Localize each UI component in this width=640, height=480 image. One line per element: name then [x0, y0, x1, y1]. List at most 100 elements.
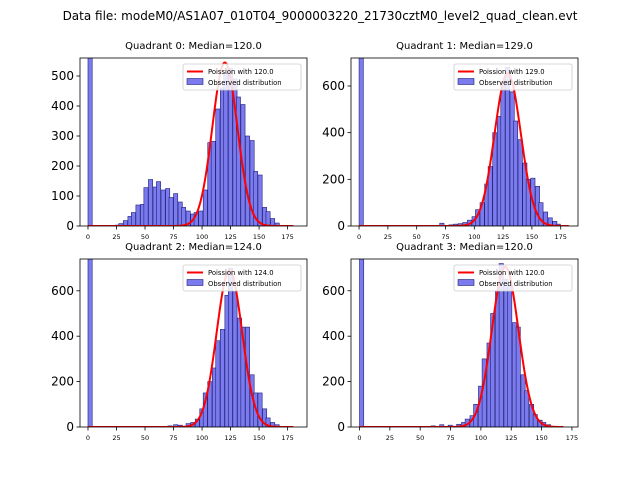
- panel-3-xtick-label-6: 150: [535, 434, 547, 442]
- panel-1-bar-17: [513, 120, 519, 226]
- panel-0-bar-0: [87, 58, 93, 226]
- panel-3-bar-0: [359, 259, 365, 427]
- panel-3-xtick-label-4: 100: [475, 434, 487, 442]
- panel-0-ytick-label-4: 400: [51, 99, 74, 113]
- panel-1-xtick-label-0: 0: [357, 233, 361, 241]
- panel-0-ytick-label-5: 500: [51, 69, 74, 83]
- panel-0-legend-box: [182, 63, 302, 91]
- panel-0-xtick-label-3: 75: [169, 233, 177, 241]
- panel-0-bar-37: [265, 211, 271, 226]
- panel-1-legend-bar-label: Observed distribution: [479, 79, 553, 87]
- panel-0-bar-14: [168, 197, 174, 226]
- panel-0-bar-2: [118, 223, 124, 226]
- panel-1-bar-18: [517, 139, 523, 226]
- panel-3-ytick-label-0: 0: [337, 420, 345, 434]
- panel-1-xtick-label-3: 75: [441, 233, 449, 241]
- panel-2-poisson-line: [87, 269, 294, 427]
- panel-2-bar-2: [173, 424, 179, 427]
- panel-0-bar-21: [198, 210, 204, 226]
- panel-2-xtick-label-0: 0: [86, 434, 90, 442]
- panel-3-xtick-label-0: 0: [357, 434, 361, 442]
- panel-1-poisson-line: [359, 72, 569, 226]
- panel-2-frame: [79, 258, 308, 428]
- panel-3: Quadrant 3: Median=120.0 0 25 50 75 100 125 150…: [322, 242, 579, 442]
- panel-1-legend-box: [453, 63, 573, 91]
- panel-1-legend-bar-swatch: [457, 78, 475, 85]
- panel-1-bar-14: [500, 81, 506, 226]
- panel-2: Quadrant 2: Median=124.0 0 25 50 75 100 125 150…: [51, 242, 308, 442]
- panel-1-frame: [350, 57, 579, 227]
- panel-0-xtick-label-6: 150: [253, 233, 265, 241]
- panel-2-ytick-label-3: 600: [51, 284, 74, 298]
- panel-0-xtick-label-5: 125: [224, 233, 236, 241]
- panel-1-bar-24: [543, 211, 548, 226]
- panel-0-legend-bar-label: Observed distribution: [208, 79, 282, 87]
- panel-0-bar-12: [160, 189, 166, 226]
- panel-0-bar-35: [257, 174, 263, 226]
- panel-0-bar-3: [123, 220, 128, 226]
- panel-0-frame: [79, 57, 308, 227]
- panel-1-xtick-label-1: 25: [384, 233, 392, 241]
- panel-0-bar-22: [202, 189, 208, 226]
- panel-2-xtick-label-2: 50: [141, 434, 149, 442]
- panel-2-xtick-label-6: 150: [253, 434, 265, 442]
- panel-1-xtick-label-4: 100: [468, 233, 480, 241]
- panel-3-legend-line-label: Poission with 120.0: [479, 269, 545, 277]
- panel-3-bar-2: [439, 424, 445, 427]
- panel-0-bar-32: [245, 135, 250, 226]
- panel-3-poisson-line: [359, 265, 564, 427]
- panel-3-xtick-label-1: 25: [386, 434, 394, 442]
- panel-0-bar-11: [156, 181, 161, 226]
- figure-suptitle: Data file: modeM0/AS1A07_010T04_90000032…: [63, 9, 578, 23]
- panel-0-title: Quadrant 0: Median=120.0: [125, 41, 262, 52]
- panel-2-bar-14: [227, 267, 233, 427]
- panel-0-xtick-label-0: 0: [86, 233, 90, 241]
- panel-3-xtick-label-3: 75: [446, 434, 454, 442]
- panel-2-legend-bar-swatch: [186, 279, 204, 286]
- panel-3-title: Quadrant 3: Median=120.0: [396, 242, 533, 253]
- panel-0-legend-bar-swatch: [186, 78, 204, 85]
- panel-0-bar-25: [215, 108, 221, 226]
- panel-3-legend-box: [453, 264, 573, 292]
- panel-0-ytick-label-1: 100: [51, 189, 74, 203]
- panel-2-bar-12: [220, 329, 225, 427]
- panel-2-bar-24: [270, 422, 276, 427]
- panel-3-ytick-label-1: 200: [322, 375, 345, 389]
- panel-1-ytick-label-2: 400: [322, 126, 345, 140]
- panel-2-bar-21: [257, 392, 263, 427]
- panel-3-ytick-label-2: 400: [322, 329, 345, 343]
- panel-0-xtick-label-7: 175: [281, 233, 293, 241]
- panel-0-bars: [87, 58, 280, 226]
- panel-0-legend-line-label: Poission with 120.0: [208, 68, 274, 76]
- panel-2-title: Quadrant 2: Median=124.0: [125, 242, 262, 253]
- panel-3-legend-bar-label: Observed distribution: [479, 280, 553, 288]
- panel-1-xtick-label-7: 175: [555, 233, 567, 241]
- panel-0-bar-39: [274, 222, 280, 226]
- panel-1-xtick-label-6: 150: [526, 233, 538, 241]
- panel-0: Quadrant 0: Median=120.0 0 25 50 75 100 125 150…: [51, 41, 308, 241]
- panel-3-legend: Poission with 120.0 Observed distribution: [453, 264, 573, 292]
- panel-3-legend-bar-swatch: [457, 279, 475, 286]
- panel-0-bar-38: [270, 218, 276, 226]
- panel-1-bar-15: [505, 67, 510, 226]
- panel-1-xtick-label-5: 125: [497, 233, 509, 241]
- panel-0-xtick-label-1: 25: [112, 233, 120, 241]
- panel-1-bar-23: [538, 202, 544, 226]
- panel-2-ytick-label-2: 400: [51, 329, 74, 343]
- panel-1-title: Quadrant 1: Median=129.0: [396, 41, 533, 52]
- panel-2-xtick-label-1: 25: [112, 434, 120, 442]
- panel-2-xtick-label-5: 125: [224, 434, 236, 442]
- panel-3-xtick-label-7: 175: [566, 434, 578, 442]
- panel-3-ytick-label-3: 600: [322, 284, 345, 298]
- panel-0-ytick-label-2: 200: [51, 159, 74, 173]
- panel-3-bar-20: [524, 390, 530, 427]
- panel-2-legend-bar-label: Observed distribution: [208, 280, 282, 288]
- panel-1-legend-line-label: Poission with 129.0: [479, 68, 545, 76]
- panel-0-poisson-line: [87, 61, 294, 226]
- panel-2-xtick-label-3: 75: [169, 434, 177, 442]
- panel-2-bar-11: [215, 340, 221, 427]
- panel-0-legend: Poission with 120.0 Observed distribution: [182, 63, 302, 91]
- panel-1-ytick-label-1: 200: [322, 172, 345, 186]
- panel-0-xtick-label-2: 50: [141, 233, 149, 241]
- panel-3-xtick-label-2: 50: [416, 434, 424, 442]
